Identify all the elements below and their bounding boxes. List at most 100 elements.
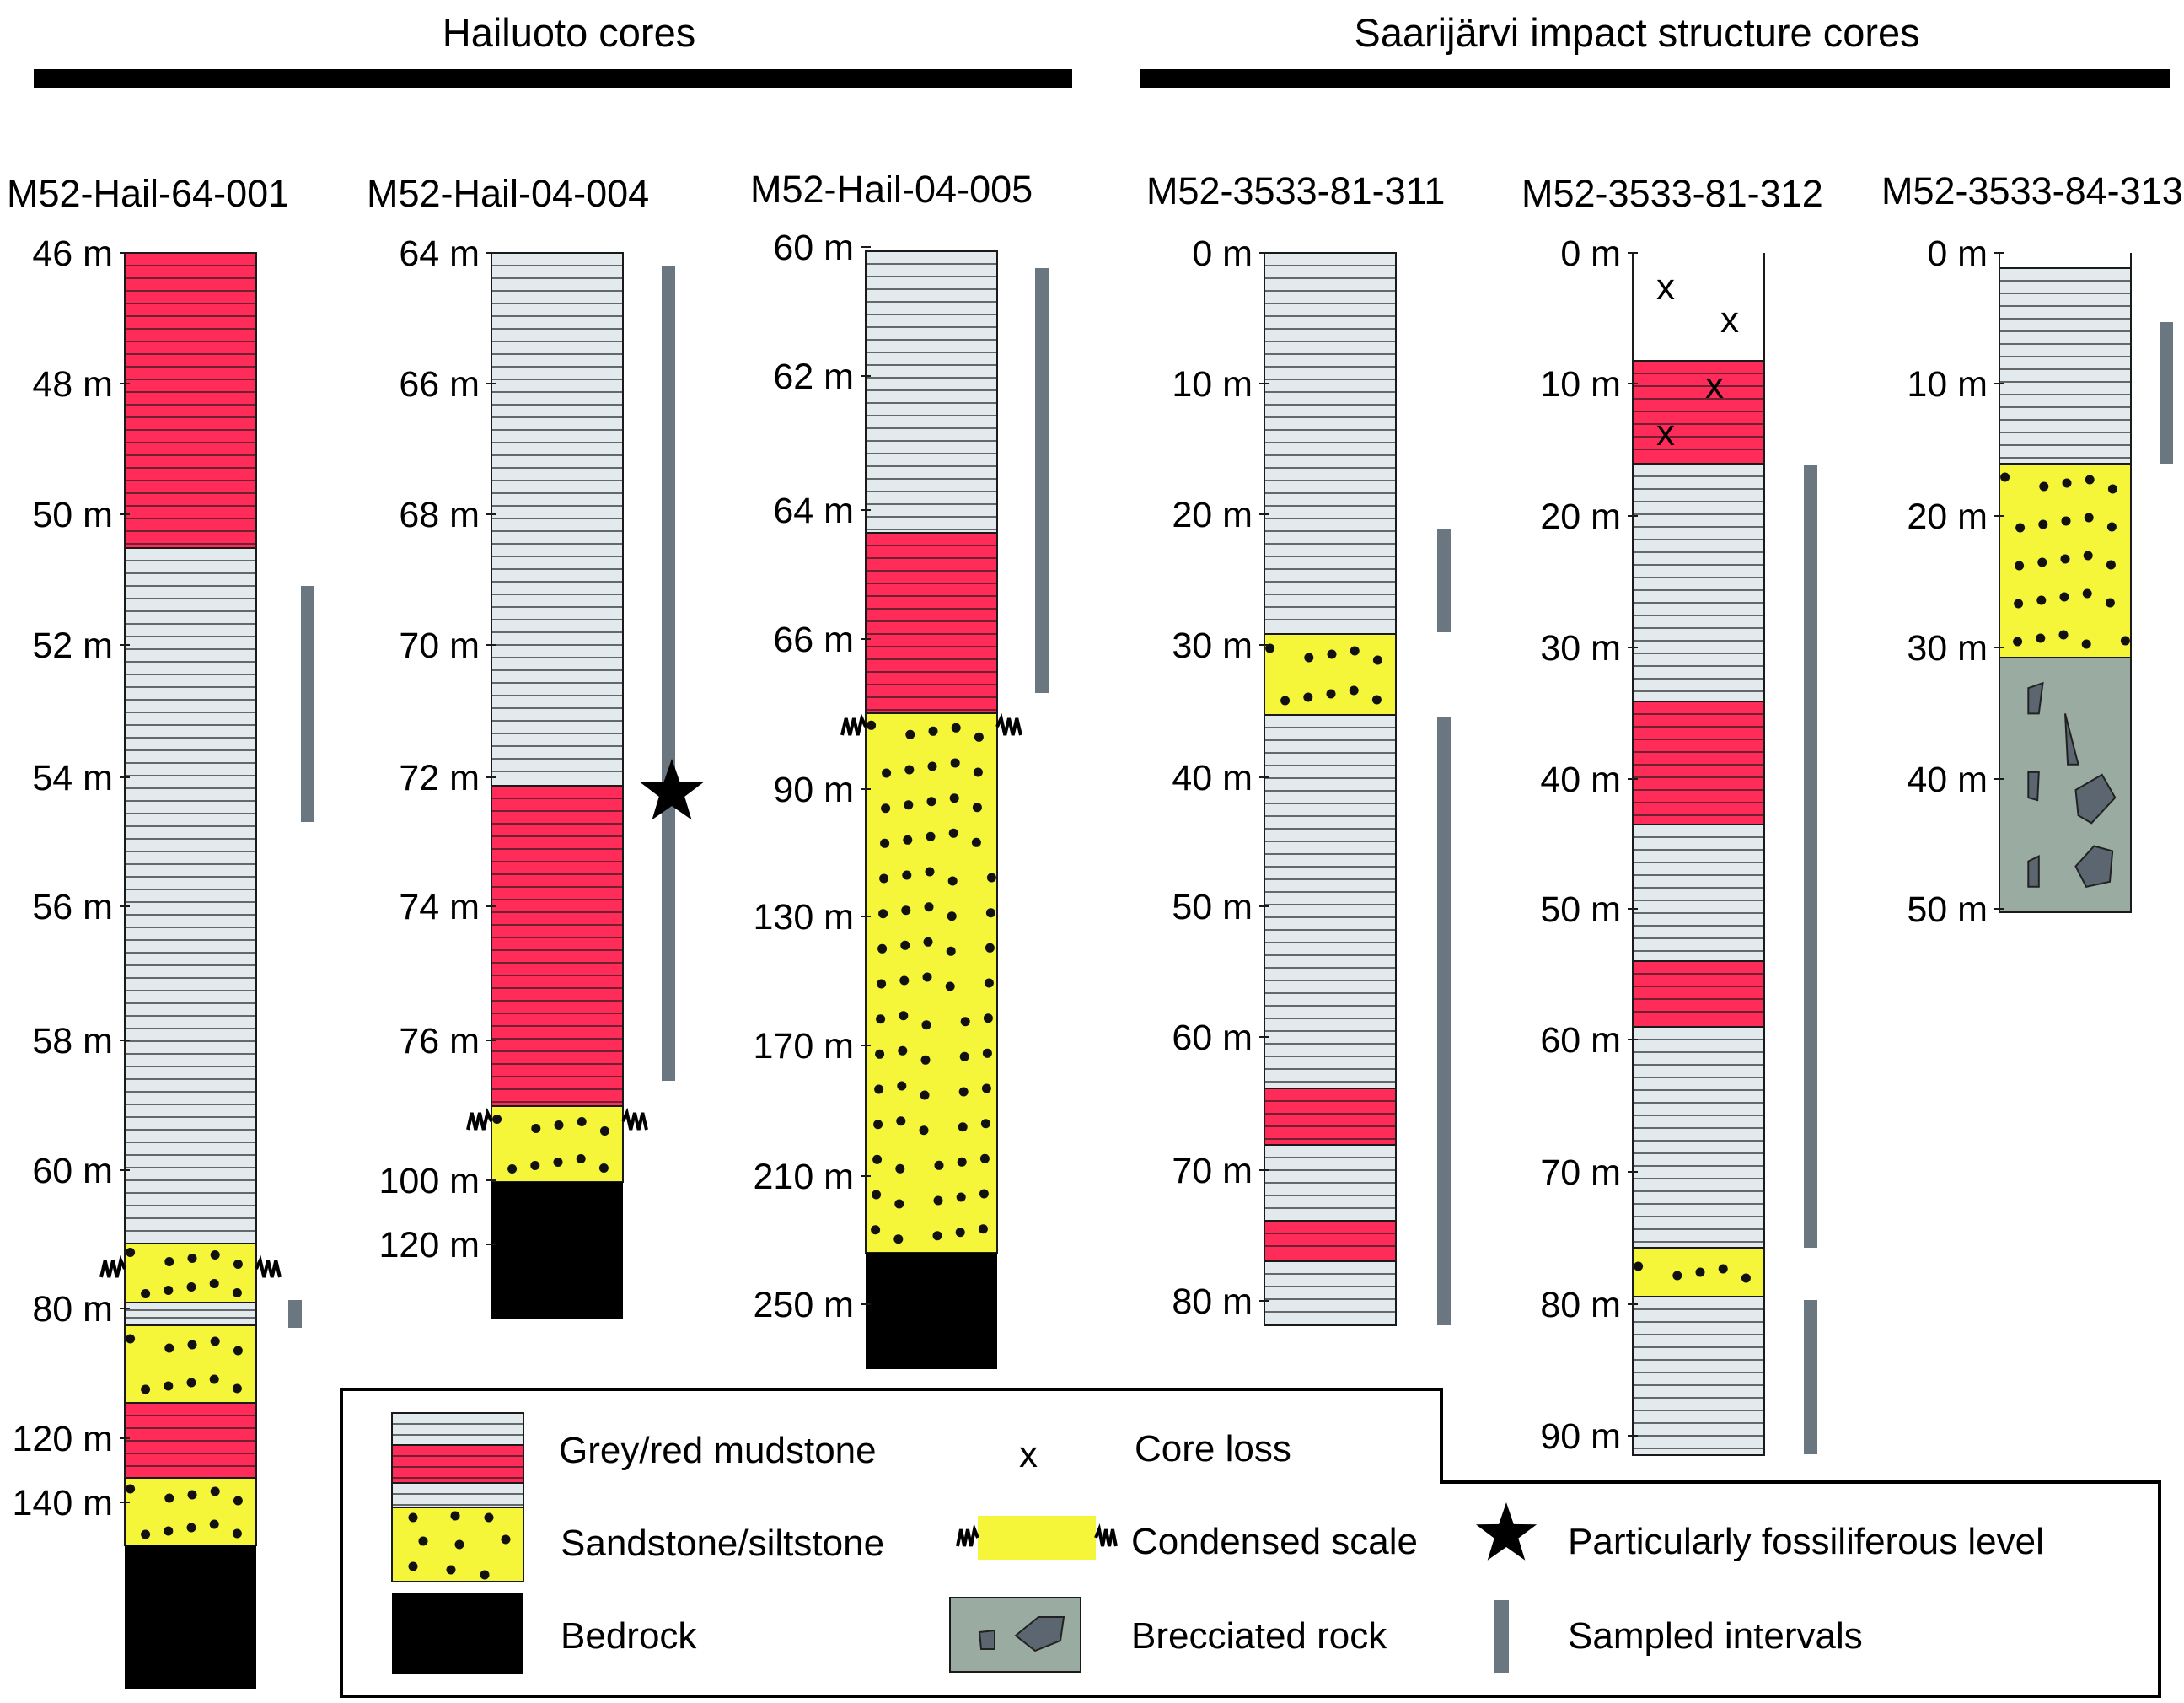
core-column-3533-84-313: 0 m 10 m 20 m 30 m 40 m 50 m — [1907, 234, 2173, 930]
depth-label: 60 m — [32, 1151, 113, 1191]
legend-label-mudstone: Grey/red mudstone — [559, 1430, 877, 1471]
breccia-clast — [1014, 1616, 1065, 1652]
sandstone-grain — [920, 1090, 930, 1100]
sandstone-grain — [2061, 516, 2071, 526]
core-loss-mark: x — [1656, 412, 1675, 454]
core-title-hail-64-001: M52-Hail-64-001 — [7, 172, 289, 215]
depth-label: 56 m — [32, 887, 113, 927]
depth-label: 30 m — [1172, 626, 1253, 666]
sandstone-grain — [507, 1164, 518, 1174]
sandstone-grain — [599, 1126, 609, 1136]
sandstone-grain — [164, 1381, 174, 1391]
depth-label: 20 m — [1907, 497, 1988, 537]
condensed-scale-mark — [466, 1107, 493, 1131]
depth-label: 72 m — [399, 758, 480, 798]
sandstone-grain — [408, 1561, 418, 1571]
breccia-clast — [2027, 771, 2040, 802]
sandstone-grain — [951, 723, 961, 733]
legend-label-sandstone: Sandstone/siltstone — [561, 1523, 884, 1564]
core-loss-mark: x — [1656, 266, 1675, 308]
bedrock-unit — [866, 1253, 997, 1369]
sandstone-grain — [960, 1017, 970, 1027]
sandstone-grain — [2106, 560, 2116, 570]
legend-swatches — [391, 1412, 1537, 1674]
sandstone-grain — [928, 726, 938, 736]
sandstone-grain — [1695, 1267, 1705, 1277]
sandstone-grain — [957, 1157, 967, 1167]
sandstone-grain — [1326, 689, 1336, 699]
sandstone-grain — [1718, 1264, 1728, 1274]
sandstone-grain — [2038, 519, 2048, 529]
sandstone-grain — [876, 1014, 886, 1024]
sampled-interval-bar — [1035, 268, 1049, 693]
depth-label: 120 m — [378, 1225, 480, 1265]
sandstone-grain — [958, 1122, 968, 1132]
sandstone-grain — [141, 1289, 151, 1298]
sandstone-grain — [958, 1087, 969, 1097]
sandstone-grain — [873, 1120, 883, 1130]
depth-label: 64 m — [399, 234, 480, 274]
sandstone-grain — [946, 946, 956, 956]
sandstone-grain — [877, 943, 888, 954]
sampled-interval-bar — [1437, 529, 1451, 632]
sandstone-grain — [925, 867, 935, 877]
sandstone-grain — [1304, 653, 1314, 663]
sandstone-grain — [553, 1158, 563, 1167]
sandstone-grain — [2082, 588, 2092, 599]
sandstone-grain — [984, 978, 994, 988]
sandstone-grain — [2105, 598, 2115, 608]
sampled-interval-bar — [1437, 717, 1451, 1325]
core-loss-mark: x — [1720, 299, 1739, 341]
sampled-interval-bar — [301, 586, 314, 822]
sandstone-grain — [232, 1383, 242, 1394]
sandstone-grain — [877, 979, 887, 989]
sandstone-grain — [872, 1190, 882, 1200]
sandstone-grain — [1350, 646, 1360, 656]
legend-sampled-bar-icon — [1494, 1600, 1509, 1673]
depth-label: 50 m — [32, 495, 113, 535]
grey-mudstone-unit — [865, 250, 998, 534]
sandstone-grain — [985, 943, 995, 953]
sandstone-grain — [881, 803, 891, 814]
sandstone-grain — [986, 873, 996, 883]
sandstone-grain — [1303, 692, 1313, 702]
core-title-3533-81-311: M52-3533-81-311 — [1146, 169, 1445, 212]
grey-mudstone-unit — [1632, 1296, 1765, 1456]
depth-label: 0 m — [1927, 234, 1988, 274]
sandstone-grain — [408, 1512, 418, 1523]
sandstone-grain — [904, 765, 915, 775]
sandstone-grain — [141, 1384, 151, 1394]
depth-label: 0 m — [1192, 234, 1253, 274]
sandstone-grain — [1672, 1271, 1682, 1281]
sandstone-grain — [933, 1195, 943, 1206]
sandstone-grain — [2059, 592, 2069, 602]
legend-red-mudstone-swatch — [391, 1444, 524, 1484]
sandstone-grain — [978, 1224, 988, 1234]
sandstone-grain — [899, 1011, 909, 1021]
legend-fossil-star-icon — [1475, 1502, 1537, 1561]
grey-mudstone-unit — [1632, 463, 1765, 702]
sandstone-grain — [186, 1282, 196, 1292]
legend-condensed-swatch — [978, 1516, 1096, 1560]
depth-label: 170 m — [753, 1026, 854, 1066]
sandstone-grain — [2107, 484, 2117, 494]
depth-label: 100 m — [378, 1161, 480, 1201]
sandstone-grain — [934, 1160, 944, 1170]
depth-label: 52 m — [32, 626, 113, 666]
sandstone-grain — [1349, 685, 1359, 696]
depth-label: 50 m — [1540, 889, 1621, 930]
sandstone-grain — [2120, 636, 2130, 646]
sandstone-grain — [923, 937, 933, 947]
depth-label: 40 m — [1540, 760, 1621, 800]
depth-label: 46 m — [32, 234, 113, 274]
grey-mudstone-unit — [1264, 1260, 1397, 1326]
sandstone-grain — [2062, 478, 2072, 488]
sandstone-grain — [501, 1534, 511, 1545]
sandstone-grain — [577, 1117, 587, 1126]
sandstone-grain — [210, 1486, 220, 1496]
sandstone-grain — [576, 1154, 586, 1163]
sandstone-grain — [554, 1120, 564, 1130]
depth-label: 30 m — [1540, 628, 1621, 669]
condensed-scale-mark — [255, 1254, 282, 1278]
sandstone-grain — [233, 1260, 243, 1269]
